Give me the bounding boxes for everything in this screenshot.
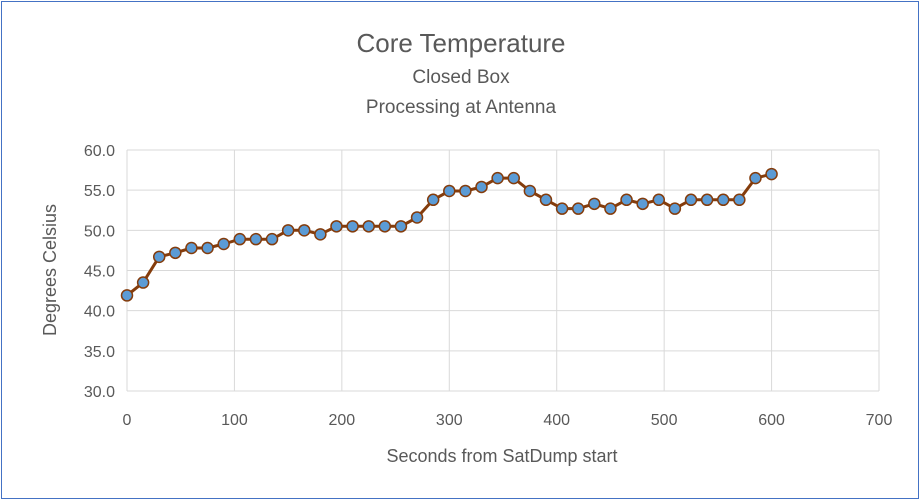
data-point — [620, 193, 633, 207]
y-tick-label: 35.0 — [84, 344, 115, 361]
data-point — [443, 184, 456, 198]
x-tick-label: 600 — [758, 412, 785, 429]
chart-title: Core Temperature — [356, 28, 565, 58]
data-point — [346, 220, 359, 233]
data-point — [475, 180, 488, 194]
gridlines — [126, 149, 880, 392]
data-point — [426, 193, 440, 207]
y-tick-label: 55.0 — [84, 183, 115, 200]
x-tick-label: 200 — [329, 412, 356, 429]
y-tick-label: 40.0 — [84, 304, 115, 321]
data-point — [233, 232, 247, 246]
data-point — [652, 193, 666, 207]
y-axis-label: Degrees Celsius — [40, 204, 60, 336]
x-tick-label: 700 — [866, 412, 893, 429]
data-point — [733, 193, 746, 207]
data-point — [185, 241, 198, 255]
y-tick-label: 45.0 — [84, 264, 115, 281]
data-point — [749, 171, 762, 185]
data-point — [265, 232, 279, 246]
y-axis-ticks: 30.0 35.0 40.0 45.0 50.0 55.0 60.0 — [84, 143, 115, 401]
x-tick-label: 500 — [651, 412, 678, 429]
y-tick-label: 30.0 — [84, 384, 115, 401]
data-point — [571, 202, 585, 215]
data-point — [217, 237, 230, 251]
data-point — [539, 193, 553, 207]
data-point — [636, 197, 649, 211]
data-point — [330, 220, 343, 233]
chart-subtitle-line-1: Closed Box — [412, 67, 510, 88]
data-point — [668, 202, 682, 215]
y-tick-label: 60.0 — [84, 143, 115, 160]
data-point — [523, 184, 537, 198]
data-point — [201, 241, 214, 255]
data-point — [136, 276, 150, 289]
data-point — [700, 193, 714, 207]
data-point — [394, 220, 408, 233]
data-point — [169, 246, 182, 260]
data-point — [491, 171, 504, 185]
data-point — [120, 289, 134, 302]
x-tick-label: 0 — [123, 412, 132, 429]
x-tick-label: 300 — [436, 412, 463, 429]
x-axis-label: Seconds from SatDump start — [386, 446, 617, 466]
data-point — [684, 193, 698, 207]
data-point — [555, 202, 569, 215]
data-point — [459, 184, 472, 198]
y-tick-label: 50.0 — [84, 223, 115, 240]
data-point — [378, 220, 392, 233]
data-point — [410, 211, 424, 224]
data-point — [281, 224, 295, 237]
x-axis-ticks: 0 100 200 300 400 500 600 700 — [123, 412, 893, 429]
data-point — [604, 202, 617, 215]
data-point — [716, 193, 730, 207]
x-tick-label: 100 — [221, 412, 248, 429]
data-point — [507, 171, 520, 185]
data-point — [249, 232, 263, 246]
data-point — [765, 167, 778, 181]
data-point — [298, 224, 311, 237]
series-core-temperature — [120, 167, 778, 302]
x-tick-label: 400 — [543, 412, 570, 429]
data-point — [152, 250, 166, 264]
data-point — [362, 220, 375, 233]
data-point — [314, 228, 327, 241]
chart-subtitle-line-2: Processing at Antenna — [366, 97, 557, 118]
data-point — [588, 197, 601, 211]
